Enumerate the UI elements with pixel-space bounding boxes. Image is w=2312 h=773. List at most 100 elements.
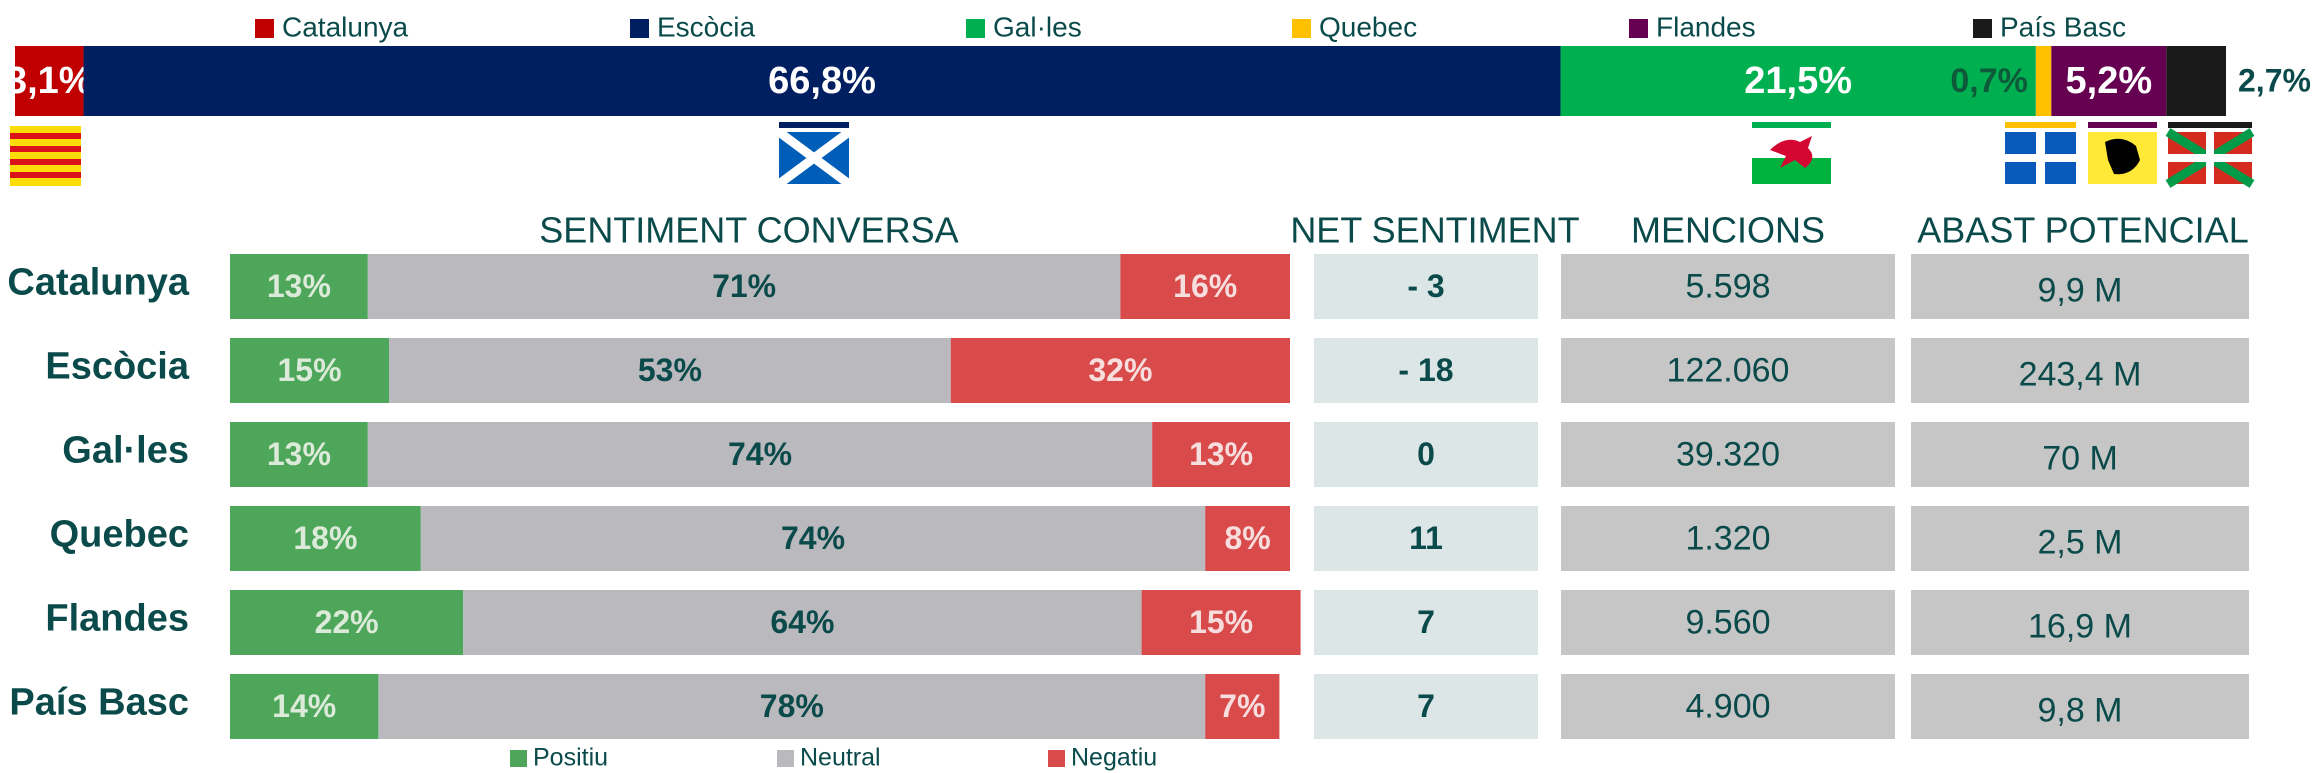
table-cell bbox=[1314, 338, 1538, 403]
bar-segment bbox=[389, 338, 951, 403]
value-label: 13% bbox=[267, 268, 331, 304]
value-label: 13% bbox=[267, 436, 331, 472]
bar-segment bbox=[2035, 46, 2052, 116]
table-cell bbox=[1314, 254, 1538, 319]
legend-swatch bbox=[1973, 19, 1992, 38]
legend-label: Flandes bbox=[1656, 11, 1756, 42]
legend-label: Neutral bbox=[800, 744, 881, 772]
table-cell bbox=[1314, 506, 1538, 571]
table-cell bbox=[1314, 674, 1538, 739]
bar-segment bbox=[230, 506, 421, 571]
bar-segment bbox=[1141, 590, 1301, 655]
legend-label: País Basc bbox=[2000, 11, 2126, 42]
table-value: 9,8 M bbox=[2037, 691, 2122, 729]
legend-label: Escòcia bbox=[657, 11, 755, 42]
table-value: 70 M bbox=[2042, 439, 2118, 477]
table-value: 11 bbox=[1409, 520, 1443, 556]
value-label: 64% bbox=[770, 604, 834, 640]
table-cell bbox=[1561, 254, 1895, 319]
flag-galles bbox=[1752, 122, 1831, 184]
bar-segment bbox=[1205, 506, 1290, 571]
bar-segment bbox=[2051, 46, 2167, 116]
value-label: 8% bbox=[1224, 520, 1270, 556]
value-label: 16% bbox=[1173, 268, 1237, 304]
bar-segment bbox=[950, 338, 1290, 403]
table-cell bbox=[1561, 506, 1895, 571]
table-cell bbox=[1911, 338, 2249, 403]
value-label: 78% bbox=[760, 688, 824, 724]
bar-segment bbox=[83, 46, 1561, 116]
legend-label: Positiu bbox=[533, 744, 608, 772]
bar-segment bbox=[15, 46, 84, 116]
category-label: Catalunya bbox=[7, 262, 189, 304]
flag-pais-basc bbox=[2165, 122, 2255, 188]
bar-segment bbox=[230, 674, 379, 739]
bar-segment bbox=[367, 254, 1121, 319]
value-label: 5,2% bbox=[2066, 60, 2153, 102]
table-value: 0 bbox=[1417, 436, 1435, 472]
bar-segment bbox=[378, 674, 1206, 739]
bar-segment bbox=[463, 590, 1142, 655]
table-cell bbox=[1314, 422, 1538, 487]
category-label: Flandes bbox=[45, 598, 189, 640]
table-cell bbox=[1911, 590, 2249, 655]
value-label: 74% bbox=[781, 520, 845, 556]
value-label: 53% bbox=[638, 352, 702, 388]
value-label: 15% bbox=[1189, 604, 1253, 640]
table-cell bbox=[1561, 338, 1895, 403]
legend-swatch bbox=[1629, 19, 1648, 38]
value-label: 66,8% bbox=[768, 60, 876, 102]
flag-quebec bbox=[2005, 122, 2076, 184]
table-value: 2,5 M bbox=[2037, 523, 2122, 561]
bar-segment bbox=[2166, 46, 2226, 116]
flag-flandes bbox=[2088, 122, 2157, 184]
category-label: Quebec bbox=[50, 514, 189, 556]
legend-swatch bbox=[1048, 750, 1065, 767]
value-label: 15% bbox=[277, 352, 341, 388]
value-label: 0,7% bbox=[1950, 62, 2028, 100]
table-value: 7 bbox=[1417, 688, 1435, 724]
table-cell bbox=[1911, 422, 2249, 487]
category-label: Escòcia bbox=[45, 346, 190, 388]
legend-label: Gal·les bbox=[993, 11, 1082, 42]
bar-segment bbox=[230, 254, 368, 319]
legend-swatch bbox=[777, 750, 794, 767]
category-label: País Basc bbox=[9, 682, 189, 724]
legend-label: Catalunya bbox=[282, 11, 409, 42]
bar-segment bbox=[420, 506, 1206, 571]
bar-segment bbox=[1560, 46, 2036, 116]
value-label: 71% bbox=[712, 268, 776, 304]
table-value: 122.060 bbox=[1667, 351, 1790, 389]
value-label: 18% bbox=[293, 520, 357, 556]
bar-segment bbox=[230, 338, 389, 403]
table-value: 243,4 M bbox=[2019, 355, 2142, 393]
table-cell bbox=[1561, 590, 1895, 655]
legend-swatch bbox=[630, 19, 649, 38]
table-value: 4.900 bbox=[1685, 687, 1770, 725]
value-label: 32% bbox=[1088, 352, 1152, 388]
bar-segment bbox=[1120, 254, 1290, 319]
table-value: 9,9 M bbox=[2037, 271, 2122, 309]
flag-escocia bbox=[776, 122, 852, 188]
value-label: 74% bbox=[728, 436, 792, 472]
bar-segment bbox=[367, 422, 1153, 487]
table-cell bbox=[1561, 422, 1895, 487]
value-label: 14% bbox=[272, 688, 336, 724]
value-label: 2,7% bbox=[2238, 62, 2311, 98]
value-label: 3,1% bbox=[6, 60, 93, 102]
table-cell bbox=[1561, 674, 1895, 739]
table-cell bbox=[1911, 506, 2249, 571]
value-label: 21,5% bbox=[1744, 60, 1852, 102]
table-cell bbox=[1911, 674, 2249, 739]
legend-swatch bbox=[966, 19, 985, 38]
table-value: - 18 bbox=[1398, 352, 1453, 388]
table-value: 39.320 bbox=[1676, 435, 1780, 473]
legend-swatch bbox=[510, 750, 527, 767]
bar-segment bbox=[1152, 422, 1290, 487]
table-value: 5.598 bbox=[1685, 267, 1770, 305]
table-value: 7 bbox=[1417, 604, 1435, 640]
legend-label: Negatiu bbox=[1071, 744, 1157, 772]
legend-swatch bbox=[255, 19, 274, 38]
legend-label: Quebec bbox=[1319, 11, 1417, 42]
